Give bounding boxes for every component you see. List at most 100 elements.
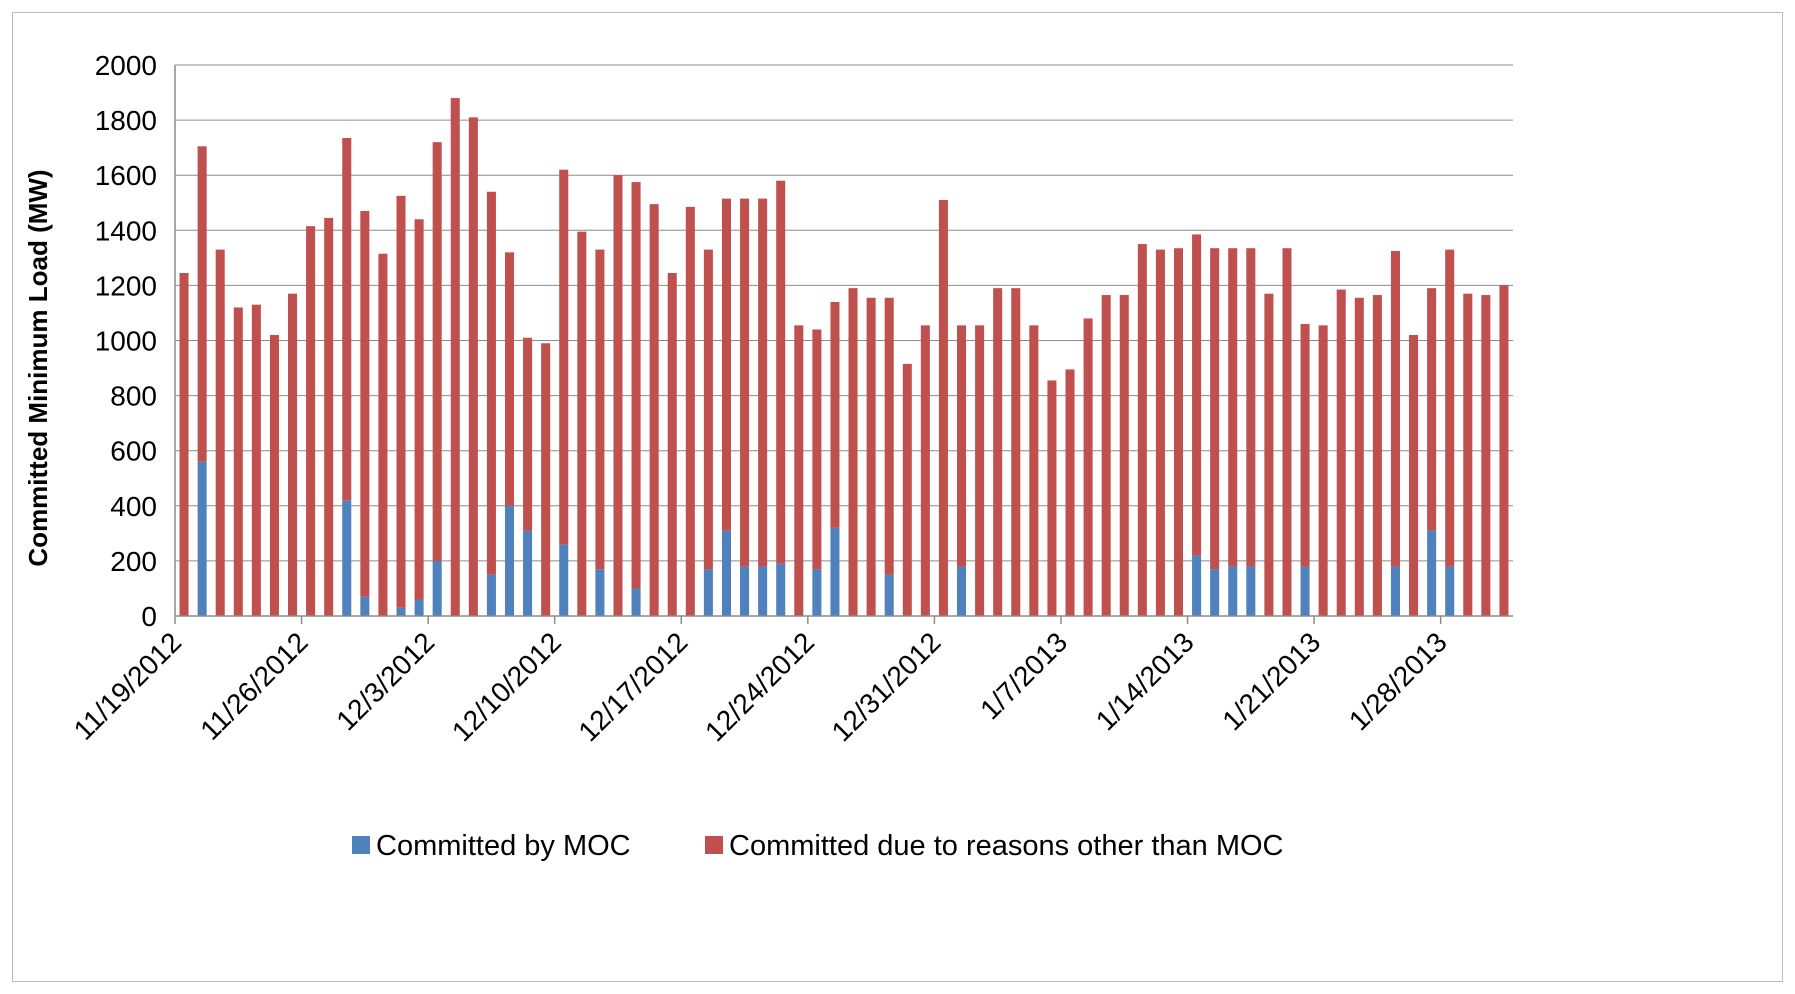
y-tick-label: 1000	[95, 326, 157, 357]
bar-other	[432, 142, 442, 561]
bar-moc	[396, 607, 406, 616]
bar-moc	[197, 461, 207, 616]
bar-moc	[1246, 566, 1256, 616]
bar-other	[721, 198, 731, 531]
bar-moc	[812, 569, 822, 616]
bar-other	[396, 195, 406, 608]
y-tick-label: 800	[110, 381, 157, 412]
bar-moc	[504, 505, 515, 616]
x-tick-labels: 11/19/2012 11/26/2012 12/3/2012 12/10/2012 1…	[68, 626, 1453, 747]
legend-label-other: Committed due to reasons other than MOC	[729, 830, 1283, 862]
bar-other	[993, 288, 1003, 616]
stacked-bar-chart: 0 200 400 600 800 1000 1200 1400 1600 1800 2000 11…	[23, 50, 1513, 862]
bar-other	[975, 325, 985, 616]
bar-other	[1246, 248, 1256, 567]
bar-other	[559, 169, 569, 545]
bar-other	[1192, 234, 1202, 556]
bar-other	[1390, 250, 1400, 567]
bar-moc	[1192, 555, 1202, 616]
bar-moc	[703, 569, 713, 616]
bar-other	[1336, 289, 1346, 616]
bar-other	[613, 175, 623, 616]
bar-other	[1065, 369, 1075, 616]
bar-other	[1047, 380, 1057, 616]
x-tick-label: 11/26/2012	[194, 626, 314, 746]
bar-other	[649, 204, 659, 616]
bar-moc	[957, 566, 967, 616]
bar-other	[1228, 248, 1238, 567]
gridlines	[175, 64, 1513, 562]
bar-other	[1264, 293, 1274, 616]
x-tick-label: 12/17/2012	[572, 626, 693, 747]
bar-other	[595, 249, 605, 570]
bar-moc	[486, 574, 496, 616]
legend-swatch-other	[705, 836, 723, 854]
bar-moc	[758, 566, 768, 616]
bar-other	[577, 231, 587, 617]
bar-moc	[884, 574, 894, 616]
bar-other	[1481, 295, 1491, 616]
y-tick-labels: 0 200 400 600 800 1000 1200 1400 1600 1800 2000	[95, 50, 157, 632]
bar-moc	[1427, 530, 1437, 616]
bar-other	[306, 226, 316, 617]
x-tick-label: 1/21/2013	[1216, 626, 1326, 736]
bar-other	[758, 198, 768, 567]
bar-other	[1083, 318, 1093, 616]
bar-moc	[1445, 566, 1455, 616]
bar-other	[324, 217, 334, 616]
x-tick-label: 1/28/2013	[1343, 626, 1453, 736]
y-tick-label: 600	[110, 436, 157, 467]
bar-moc	[432, 560, 442, 616]
bar-other	[830, 301, 840, 528]
y-tick-label: 1400	[95, 215, 157, 246]
bar-other	[920, 325, 930, 616]
bar-other	[1029, 325, 1039, 616]
bar-other	[1282, 248, 1292, 616]
bar-moc	[1228, 566, 1238, 616]
legend-label-moc: Committed by MOC	[376, 830, 631, 862]
bar-other	[1011, 288, 1021, 616]
bar-other	[884, 297, 894, 575]
bar-other	[1318, 325, 1328, 616]
bar-moc	[1390, 566, 1400, 616]
bar-other	[523, 337, 533, 531]
bar-moc	[776, 563, 786, 616]
y-tick-label: 2000	[95, 50, 157, 81]
bar-moc	[830, 527, 840, 616]
bar-other	[1101, 295, 1111, 616]
bar-moc	[721, 530, 731, 616]
bar-other	[414, 219, 424, 600]
bar-other	[251, 304, 261, 616]
y-tick-label: 1800	[95, 105, 157, 136]
bar-moc	[414, 599, 424, 616]
bar-other	[197, 146, 207, 462]
bar-other	[938, 199, 948, 616]
bar-moc	[631, 588, 641, 616]
bar-other	[812, 329, 822, 570]
bar-other	[486, 191, 496, 575]
bar-moc	[360, 596, 370, 616]
x-tick-label: 1/7/2013	[974, 626, 1073, 725]
bar-moc	[740, 566, 750, 616]
bar-other	[1463, 293, 1473, 616]
bar-other	[360, 211, 370, 597]
bar-other	[1137, 244, 1147, 616]
bar-other	[794, 325, 804, 616]
bar-other	[1499, 285, 1509, 616]
bar-other	[703, 249, 713, 570]
bar-other	[740, 198, 750, 567]
y-tick-label: 200	[110, 546, 157, 577]
bar-other	[1409, 334, 1419, 616]
bar-other	[468, 117, 478, 616]
bar-other	[541, 343, 551, 616]
x-tick-label: 1/14/2013	[1090, 626, 1200, 736]
bar-other	[233, 307, 243, 616]
bar-other	[1372, 295, 1382, 616]
y-tick-label: 400	[110, 491, 157, 522]
bar-other	[342, 138, 352, 501]
bar-other	[1173, 248, 1184, 616]
bar-moc	[1210, 569, 1220, 616]
bar-other	[667, 273, 677, 616]
bar-other	[288, 293, 298, 616]
bar-other	[685, 206, 695, 616]
